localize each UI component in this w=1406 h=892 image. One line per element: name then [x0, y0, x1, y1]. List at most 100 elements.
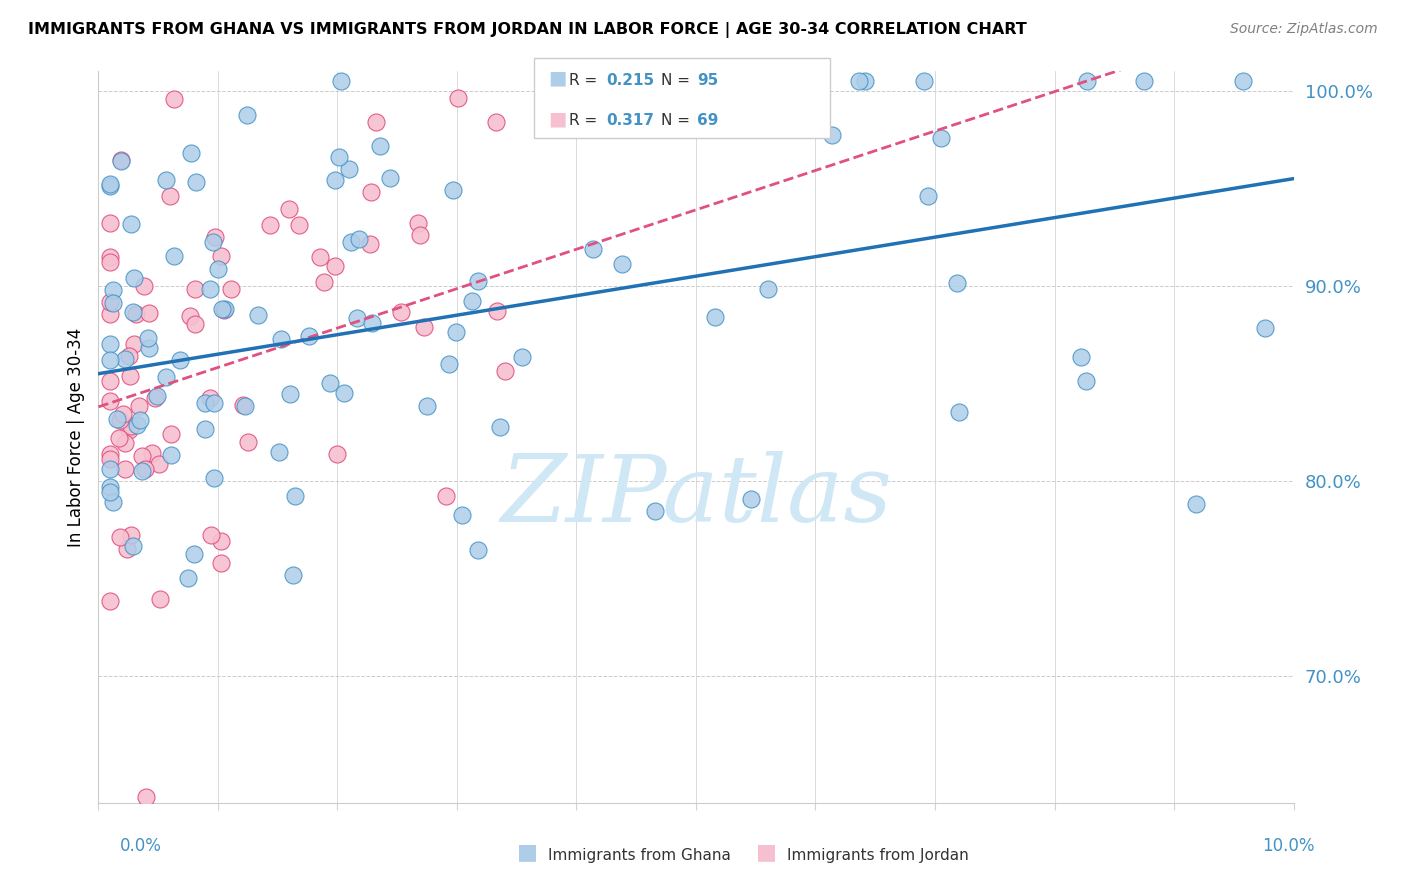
Point — [98, 452, 122, 467]
Point — [163, 249, 186, 263]
Point — [444, 325, 467, 339]
Point — [98, 250, 122, 264]
Point — [200, 282, 222, 296]
Point — [98, 295, 122, 310]
Point — [368, 139, 391, 153]
Point — [200, 391, 222, 405]
Point — [149, 591, 172, 606]
Point — [124, 271, 146, 285]
Text: 69: 69 — [697, 113, 718, 128]
Point — [853, 74, 876, 88]
Point — [120, 369, 142, 384]
Point — [704, 310, 727, 325]
Point — [129, 413, 152, 427]
Point — [141, 446, 163, 460]
Point — [270, 332, 292, 346]
Point — [236, 107, 259, 121]
Point — [366, 114, 388, 128]
Text: ZIPatlas: ZIPatlas — [501, 450, 891, 541]
Point — [98, 447, 122, 461]
Point — [110, 153, 132, 167]
Point — [278, 387, 301, 401]
Point — [347, 232, 370, 246]
Point — [946, 276, 969, 290]
Text: 10.0%: 10.0% — [1263, 837, 1315, 855]
Point — [148, 457, 170, 471]
Point — [1076, 74, 1098, 88]
Point — [118, 349, 141, 363]
Point — [219, 282, 242, 296]
Point — [450, 508, 472, 523]
Point — [120, 418, 142, 433]
Point — [360, 185, 382, 199]
Text: N =: N = — [661, 73, 695, 87]
Point — [169, 353, 191, 368]
Point — [159, 448, 181, 462]
Point — [105, 412, 128, 426]
Point — [184, 282, 207, 296]
Point — [163, 92, 186, 106]
Point — [610, 257, 633, 271]
Point — [125, 307, 148, 321]
Point — [821, 128, 844, 142]
Text: Immigrants from Jordan: Immigrants from Jordan — [787, 848, 969, 863]
Point — [848, 74, 870, 88]
Point — [132, 279, 155, 293]
Point — [284, 489, 307, 503]
Point — [186, 175, 208, 189]
Point — [650, 115, 672, 129]
Text: 0.317: 0.317 — [606, 113, 654, 128]
Point — [120, 217, 142, 231]
Point — [108, 530, 131, 544]
Point — [447, 91, 470, 105]
Point — [259, 218, 281, 232]
Point — [179, 310, 201, 324]
Point — [98, 178, 122, 192]
Point — [121, 305, 143, 319]
Point — [155, 370, 177, 384]
Point — [323, 260, 346, 274]
Point — [135, 789, 157, 804]
Point — [101, 283, 124, 297]
Point — [408, 216, 430, 230]
Point — [194, 422, 217, 436]
Point — [131, 464, 153, 478]
Point — [138, 342, 160, 356]
Point — [582, 242, 605, 256]
Point — [277, 202, 299, 216]
Point — [110, 154, 132, 169]
Point — [441, 183, 464, 197]
Point — [110, 413, 132, 427]
Point — [337, 161, 360, 176]
Point — [486, 304, 509, 318]
Point — [118, 423, 141, 437]
Point — [644, 504, 666, 518]
Point — [346, 311, 368, 326]
Text: 95: 95 — [697, 73, 718, 87]
Point — [308, 250, 330, 264]
Point — [1232, 74, 1254, 88]
Point — [415, 400, 437, 414]
Point — [101, 494, 124, 508]
Point — [202, 396, 225, 410]
Point — [120, 528, 142, 542]
Text: R =: R = — [569, 113, 603, 128]
Point — [214, 301, 236, 316]
Point — [180, 145, 202, 160]
Point — [948, 405, 970, 419]
Point — [183, 317, 205, 331]
Text: 0.0%: 0.0% — [120, 837, 162, 855]
Point — [328, 150, 350, 164]
Point — [576, 74, 599, 88]
Point — [98, 480, 122, 494]
Point — [138, 306, 160, 320]
Text: N =: N = — [661, 113, 695, 128]
Point — [912, 74, 935, 88]
Text: IMMIGRANTS FROM GHANA VS IMMIGRANTS FROM JORDAN IN LABOR FORCE | AGE 30-34 CORRE: IMMIGRANTS FROM GHANA VS IMMIGRANTS FROM… — [28, 22, 1026, 38]
Text: ■: ■ — [756, 842, 776, 862]
Point — [247, 308, 270, 322]
Point — [177, 571, 200, 585]
Text: 0.215: 0.215 — [606, 73, 654, 87]
Point — [98, 375, 122, 389]
Point — [98, 594, 122, 608]
